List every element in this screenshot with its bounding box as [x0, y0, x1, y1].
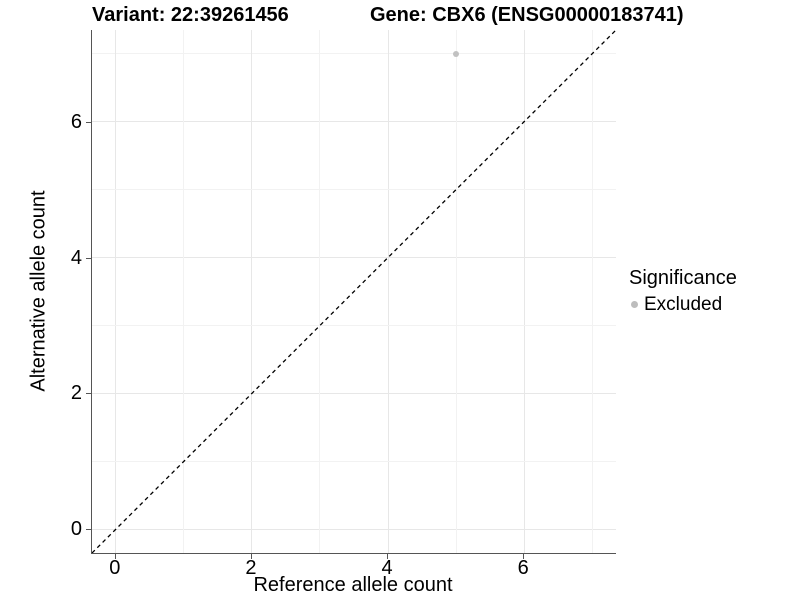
gridline-x-minor — [319, 30, 321, 553]
y-tick-label: 0 — [70, 518, 82, 541]
y-tick-label: 6 — [70, 110, 82, 133]
x-axis-title: Reference allele count — [253, 574, 453, 596]
y-tick-mark — [86, 121, 91, 123]
gridline-y-minor — [92, 324, 616, 326]
identity-line-layer — [92, 30, 616, 553]
gridline-y-major — [92, 392, 616, 394]
data-point — [453, 50, 460, 57]
gridline-y-major — [92, 528, 616, 530]
x-tick-label: 0 — [109, 557, 121, 579]
x-tick-mark — [523, 554, 525, 559]
legend-title: Significance — [629, 267, 737, 289]
legend-key-dot-icon — [631, 301, 638, 308]
y-tick-mark — [86, 257, 91, 259]
gridline-x-major — [387, 30, 389, 553]
gridline-x-minor — [455, 30, 457, 553]
legend-item-label: Excluded — [644, 294, 723, 315]
plot-title-variant: Variant: 22:39261456 — [92, 4, 289, 26]
gridline-x-minor — [591, 30, 593, 553]
x-tick-label: 2 — [245, 557, 257, 579]
y-tick-label: 2 — [70, 382, 82, 405]
y-tick-label: 4 — [70, 246, 82, 269]
y-tick-mark — [86, 529, 91, 531]
identity-dashed-line — [92, 30, 616, 553]
x-tick-label: 6 — [517, 557, 529, 579]
gridline-x-major — [251, 30, 253, 553]
gridline-y-minor — [92, 53, 616, 55]
y-axis-title: Alternative allele count — [27, 190, 50, 392]
gridline-x-major — [523, 30, 525, 553]
x-tick-label: 4 — [381, 557, 393, 579]
x-tick-mark — [250, 554, 252, 559]
gridline-y-major — [92, 121, 616, 123]
gridline-y-minor — [92, 189, 616, 191]
plot-panel — [91, 30, 616, 554]
y-tick-mark — [86, 393, 91, 395]
gridline-y-major — [92, 257, 616, 259]
gridline-x-major — [115, 30, 117, 553]
legend-item-excluded: Excluded — [629, 293, 737, 316]
x-tick-mark — [114, 554, 116, 559]
legend: Significance Excluded — [629, 266, 737, 316]
gridline-y-minor — [92, 460, 616, 462]
gridline-x-minor — [183, 30, 185, 553]
plot-title-gene: Gene: CBX6 (ENSG00000183741) — [370, 4, 684, 26]
x-tick-mark — [387, 554, 389, 559]
